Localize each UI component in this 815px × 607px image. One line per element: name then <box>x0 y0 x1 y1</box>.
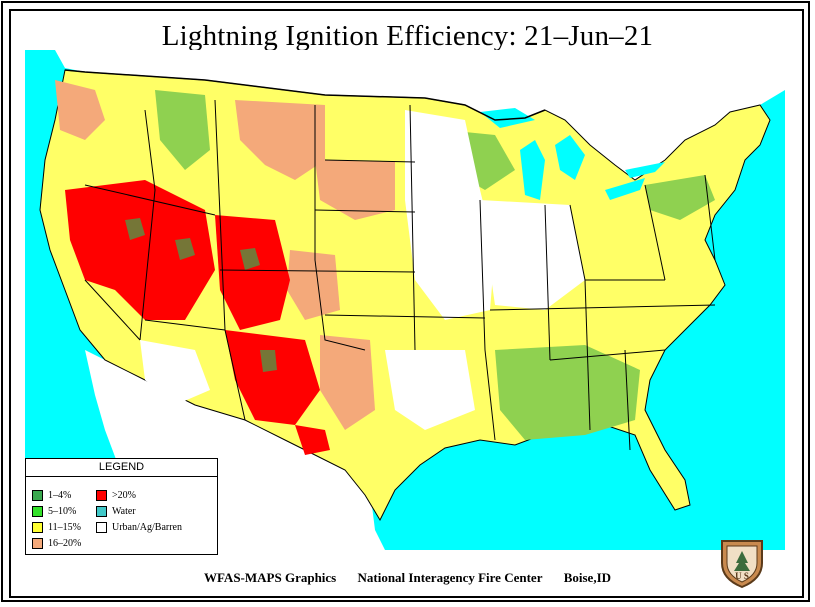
inner-frame <box>9 9 804 598</box>
legend-item-water: Water <box>96 506 136 517</box>
extreme-danger-zone-west-texas <box>295 425 330 455</box>
legend-label: 11–15% <box>48 522 81 533</box>
legend-item-1-4: 1–4% <box>32 490 71 501</box>
legend-label: 5–10% <box>48 506 77 517</box>
legend-swatch <box>32 506 43 517</box>
logo-text: U S <box>735 571 749 581</box>
extreme-danger-zone-rockies <box>215 215 290 330</box>
high-danger-zone-texas-west <box>320 335 375 430</box>
low-danger-zone-southeast <box>495 345 640 440</box>
ag-zone-texas <box>385 350 475 430</box>
legend-label: >20% <box>112 490 136 501</box>
state-borders <box>84 99 716 451</box>
legend-swatch <box>32 490 43 501</box>
legend-swatch <box>32 538 43 549</box>
forest-service-shield-icon: U S <box>721 540 763 589</box>
ag-zone-midwest <box>480 200 585 310</box>
legend-label: Water <box>112 506 136 517</box>
low-danger-zone-northeast <box>645 175 715 220</box>
urban-zone-arizona <box>140 340 210 405</box>
extreme-danger-zone-new-mexico <box>225 330 320 425</box>
great-lakes <box>480 108 665 200</box>
canada-land <box>55 50 785 180</box>
ag-zone-plains <box>405 110 495 320</box>
high-danger-zone-montana <box>235 100 325 180</box>
footer-location: Boise,ID <box>563 570 612 585</box>
low-danger-speckle-west <box>125 218 277 372</box>
legend-title: LEGEND <box>26 459 217 477</box>
legend-label: 1–4% <box>48 490 72 501</box>
legend-item-5-10: 5–10% <box>32 506 76 517</box>
legend-item-16-20: 16–20% <box>32 538 81 549</box>
legend-label: Urban/Ag/Barren <box>112 522 182 533</box>
legend-label: 16–20% <box>48 538 82 549</box>
footer: WFAS-MAPS Graphics National Interagency … <box>0 570 815 586</box>
high-danger-zone-colorado-east <box>287 250 340 320</box>
extreme-danger-zone-great-basin <box>65 180 215 320</box>
legend-swatch <box>96 506 107 517</box>
fire-danger-map <box>25 50 785 550</box>
low-danger-zone-idaho <box>155 90 210 170</box>
high-danger-zone-north-central <box>55 80 105 140</box>
legend-item-over-20: >20% <box>96 490 136 501</box>
legend-swatch <box>32 522 43 533</box>
legend: LEGEND 1–4% >20% 5–10% Water 11–15% Urba… <box>25 458 218 555</box>
footer-producer: WFAS-MAPS Graphics <box>203 570 337 585</box>
legend-item-11-15: 11–15% <box>32 522 81 533</box>
legend-swatch <box>96 490 107 501</box>
high-danger-zone-dakotas <box>315 160 395 220</box>
legend-item-urban: Urban/Ag/Barren <box>96 522 182 533</box>
footer-agency: National Interagency Fire Center <box>357 570 543 585</box>
legend-swatch <box>96 522 107 533</box>
map-title: Lightning Ignition Efficiency: 21–Jun–21 <box>161 20 654 52</box>
us-canada-border <box>64 69 546 121</box>
